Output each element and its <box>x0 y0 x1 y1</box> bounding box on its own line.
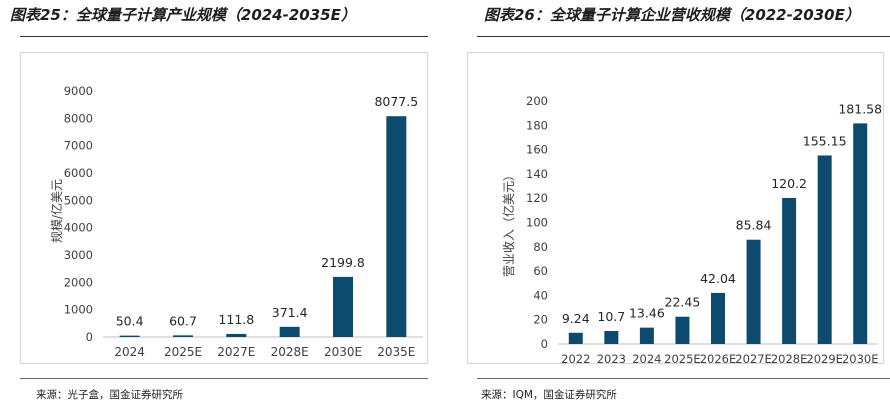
title-divider <box>20 36 428 37</box>
value-label: 371.4 <box>272 305 308 320</box>
x-tick-label: 2028E <box>271 345 309 359</box>
bar-2030E <box>853 123 868 344</box>
bar-2024 <box>119 335 140 337</box>
value-label: 111.8 <box>218 312 254 327</box>
x-tick-label: 2027E <box>735 352 772 365</box>
value-label: 10.7 <box>597 309 625 324</box>
y-tick-label: 7000 <box>64 139 93 153</box>
source-note: 来源：IQM，国金证券研究所 <box>481 389 617 401</box>
value-label: 120.2 <box>771 176 807 191</box>
bar-2027E <box>746 239 761 344</box>
value-label: 8077.5 <box>374 94 418 109</box>
x-tick-label: 2024 <box>632 352 661 365</box>
value-label: 155.15 <box>803 133 847 148</box>
y-tick-label: 200 <box>526 94 548 108</box>
bar-2025E <box>173 335 193 337</box>
y-tick-label: 60 <box>533 264 548 278</box>
bar-2023 <box>604 330 619 344</box>
y-tick-label: 3000 <box>64 248 93 262</box>
y-axis-label: 营业收入（亿美元） <box>501 169 516 277</box>
y-tick-label: 120 <box>526 191 548 205</box>
bar-2025E <box>675 316 690 344</box>
y-tick-label: 9000 <box>64 84 93 98</box>
y-tick-label: 0 <box>541 337 548 351</box>
bar-2030E <box>333 276 353 337</box>
bar-2026E <box>711 292 725 344</box>
value-label: 50.4 <box>116 314 144 329</box>
bar-2028E <box>279 326 300 337</box>
y-tick-label: 2000 <box>64 275 93 289</box>
bar-2029E <box>817 155 832 344</box>
y-tick-label: 160 <box>526 143 548 157</box>
source-divider <box>20 378 428 379</box>
value-label: 22.45 <box>665 295 701 310</box>
value-label: 9.24 <box>562 311 590 326</box>
x-tick-label: 2028E <box>771 352 808 365</box>
figure-title: 图表26：全球量子计算企业营收规模（2022-2030E） <box>484 6 860 24</box>
chart-frame: 0 1000 2000 3000 4000 5000 6000 7000 8000 9000 规模/… <box>20 52 428 364</box>
chart-frame: 0 20 40 60 80 100 120 140 160 180 200 营业收入（亿美元） 9.24… <box>467 52 884 365</box>
value-label: 60.7 <box>169 313 197 328</box>
x-tick-label: 2030E <box>324 345 362 359</box>
bar-2028E <box>782 197 797 344</box>
y-tick-label: 80 <box>533 240 548 254</box>
figure-title: 图表25：全球量子计算产业规模（2024-2035E） <box>10 6 356 24</box>
x-tick-label: 2026E <box>700 352 737 365</box>
value-label: 181.58 <box>838 101 882 116</box>
x-tick-label: 2029E <box>806 352 843 365</box>
y-tick-label: 4000 <box>64 221 93 235</box>
y-tick-label: 0 <box>86 330 93 344</box>
source-note: 来源：光子盒，国金证券研究所 <box>36 389 183 401</box>
bar-2027E <box>226 333 247 337</box>
value-label: 13.46 <box>629 306 665 321</box>
bar-2035E <box>386 116 407 337</box>
x-tick-label: 2030E <box>842 352 879 365</box>
y-tick-label: 1000 <box>64 303 93 317</box>
y-axis-label: 规模/亿美元 <box>49 179 64 243</box>
y-tick-label: 5000 <box>64 193 93 207</box>
value-label: 42.04 <box>700 271 736 286</box>
y-tick-label: 8000 <box>64 111 93 125</box>
x-tick-label: 2027E <box>217 345 255 359</box>
x-tick-label: 2023 <box>597 352 626 365</box>
bar-chart-industry-scale: 0 1000 2000 3000 4000 5000 6000 7000 8000 9000 规模/… <box>49 84 423 359</box>
bar-2024 <box>639 327 654 344</box>
x-tick-label: 2022 <box>561 352 590 365</box>
y-tick-label: 40 <box>533 288 548 302</box>
chart-panel-industry-scale: 图表25：全球量子计算产业规模（2024-2035E） 0 1000 2000 300… <box>0 0 440 405</box>
y-tick-label: 180 <box>526 118 548 132</box>
y-tick-label: 140 <box>526 167 548 181</box>
value-label: 85.84 <box>736 218 772 233</box>
bar-2022 <box>568 332 583 344</box>
y-tick-label: 20 <box>533 313 548 327</box>
value-label: 2199.8 <box>321 255 365 270</box>
x-tick-label: 2025E <box>164 345 202 359</box>
chart-panel-revenue-scale: 图表26：全球量子计算企业营收规模（2022-2030E） 0 20 40 60 80 1… <box>453 0 890 405</box>
x-tick-label: 2035E <box>377 345 415 359</box>
bar-chart-revenue-scale: 0 20 40 60 80 100 120 140 160 180 200 营业收入（亿美元） 9.24… <box>501 94 882 365</box>
y-tick-label: 100 <box>526 216 548 230</box>
y-tick-label: 6000 <box>64 166 93 180</box>
x-tick-label: 2024 <box>114 345 145 359</box>
source-divider <box>477 378 890 379</box>
title-divider <box>477 36 890 37</box>
x-tick-label: 2025E <box>664 352 701 365</box>
